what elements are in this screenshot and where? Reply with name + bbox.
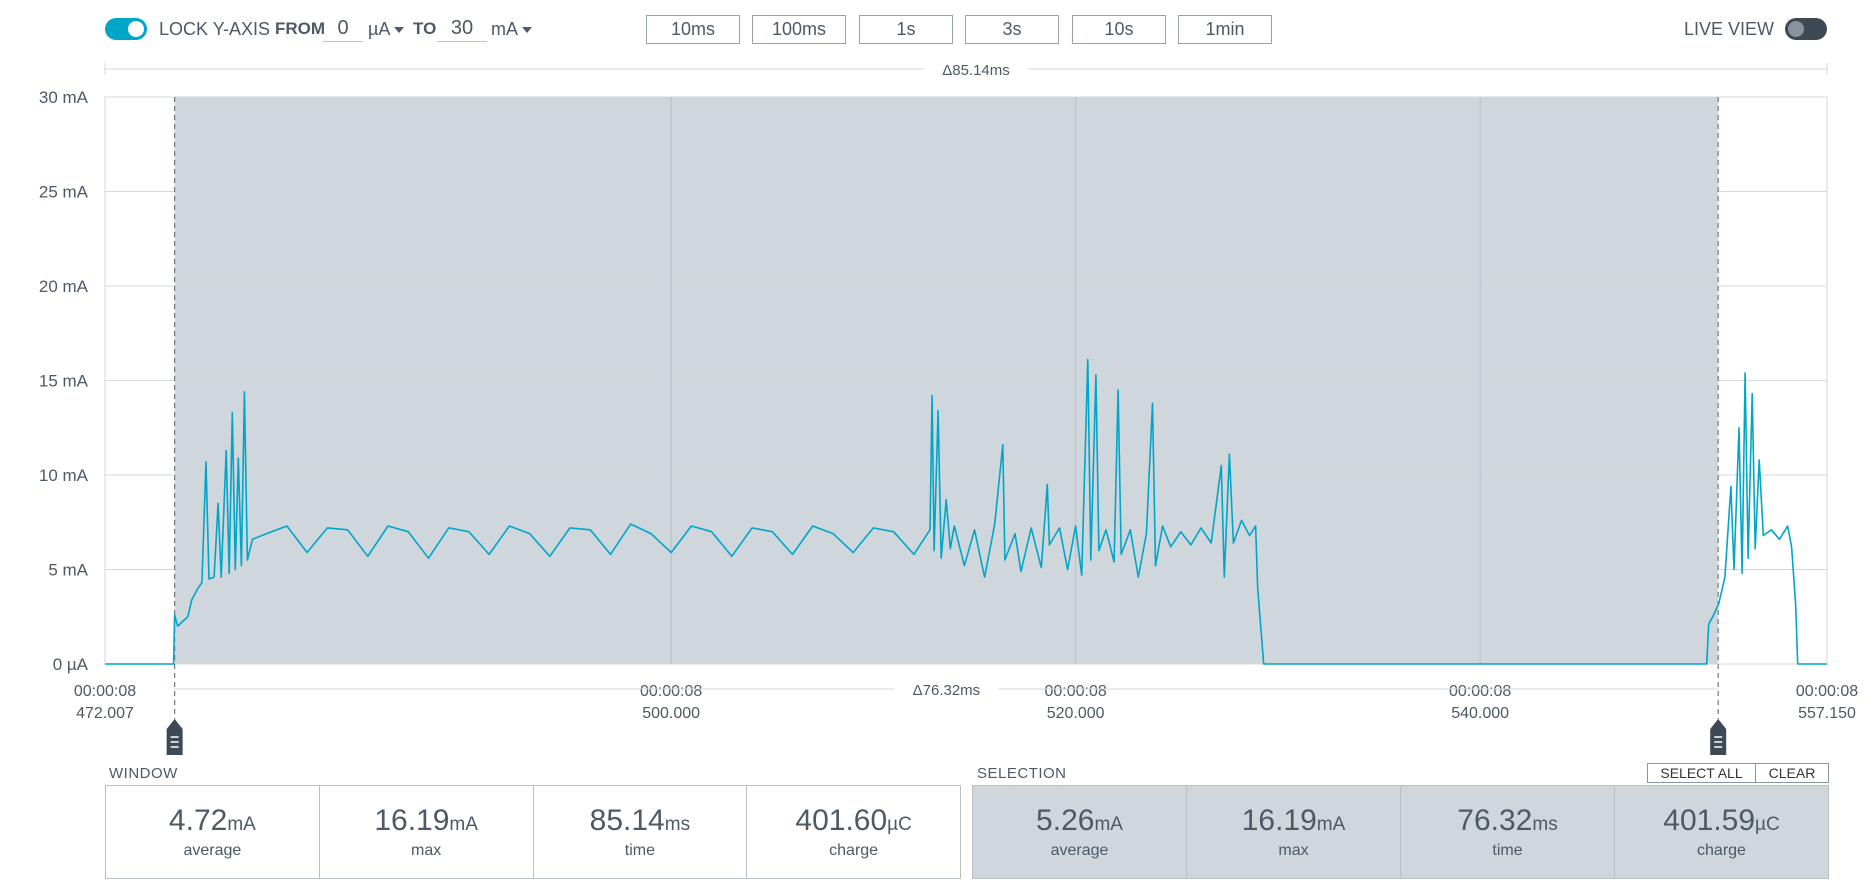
window-span-label: Δ85.14ms xyxy=(942,62,1010,79)
to-label: TO xyxy=(413,19,437,38)
chart-toolbar: LOCK Y-AXIS FROM 0 µA TO 30 mA 10ms 100m… xyxy=(0,0,1874,60)
selection-span-bg xyxy=(894,678,999,700)
selection-panel-label: SELECTION xyxy=(977,765,1067,782)
stat-caption: charge xyxy=(1697,842,1746,859)
stat-value: 5.26 xyxy=(1036,804,1095,837)
current-series-line xyxy=(105,358,1827,665)
yaxis-to-unit-select[interactable]: mA xyxy=(491,19,532,40)
stat-unit: mA xyxy=(227,814,256,835)
stat-caption: average xyxy=(183,842,242,859)
yaxis-to-input[interactable]: 30 xyxy=(437,15,487,42)
stat-value: 4.72 xyxy=(168,804,228,837)
window-average-stat: 4.72mA average xyxy=(105,785,320,879)
x-tick-label: 540.000 xyxy=(1451,705,1509,722)
stat-unit: mA xyxy=(449,814,478,835)
stat-caption: max xyxy=(1278,842,1309,859)
window-panel-label: WINDOW xyxy=(109,765,178,782)
y-tick-label: 0 µA xyxy=(53,655,89,674)
stat-caption: average xyxy=(1050,842,1109,859)
y-tick-label: 25 mA xyxy=(39,183,89,202)
selection-max-stat: 16.19mA max xyxy=(1187,785,1401,879)
y-tick-label: 15 mA xyxy=(39,372,89,391)
window-10ms-button[interactable]: 10ms xyxy=(646,15,740,44)
window-span-bg xyxy=(924,58,1028,80)
stat-caption: time xyxy=(624,842,655,859)
lock-yaxis-toggle[interactable] xyxy=(105,18,147,40)
yaxis-from-input[interactable]: 0 xyxy=(323,15,363,42)
window-10s-button[interactable]: 10s xyxy=(1072,15,1166,44)
window-stats-panel: 4.72mA average 16.19mA max 85.14ms time … xyxy=(105,785,961,879)
clear-button[interactable]: CLEAR xyxy=(1755,763,1829,783)
chevron-down-icon xyxy=(522,27,532,34)
selection-stats-panel: 5.26mA average 16.19mA max 76.32ms time … xyxy=(972,785,1829,879)
stat-unit: ms xyxy=(1532,814,1558,835)
x-tick-label: 00:00:08 xyxy=(640,683,702,700)
stat-caption: charge xyxy=(829,842,879,859)
stat-caption: time xyxy=(1492,842,1523,859)
live-view-toggle[interactable] xyxy=(1785,18,1827,40)
x-tick-label: 00:00:08 xyxy=(74,683,136,700)
toggle-knob xyxy=(128,21,144,37)
stat-value: 76.32 xyxy=(1457,804,1533,837)
y-tick-label: 30 mA xyxy=(39,88,89,107)
selection-average-stat: 5.26mA average xyxy=(972,785,1187,879)
x-tick-label: 500.000 xyxy=(642,705,700,722)
stat-unit: mA xyxy=(1094,814,1123,835)
window-3s-button[interactable]: 3s xyxy=(965,15,1059,44)
x-tick-label: 00:00:08 xyxy=(1045,683,1107,700)
stat-caption: max xyxy=(411,842,442,859)
window-charge-stat: 401.60µC charge xyxy=(747,785,961,879)
stat-unit: µC xyxy=(887,814,912,835)
stat-unit: ms xyxy=(664,814,691,835)
stat-unit: µC xyxy=(1755,814,1780,835)
window-1s-button[interactable]: 1s xyxy=(859,15,953,44)
x-tick-label: 520.000 xyxy=(1047,705,1105,722)
lock-yaxis-label: LOCK Y-AXIS xyxy=(159,19,271,39)
current-chart[interactable]: 0 µA 5 mA 10 mA 15 mA 20 mA 25 mA 30 mA 00:00:0… xyxy=(0,55,1874,760)
chevron-down-icon xyxy=(394,27,405,34)
live-view-label: LIVE VIEW xyxy=(1684,19,1775,39)
x-tick-label: 00:00:08 xyxy=(1796,683,1858,700)
toggle-knob xyxy=(1788,21,1804,37)
stat-unit: mA xyxy=(1316,814,1346,835)
select-all-button[interactable]: SELECT ALL xyxy=(1647,763,1756,783)
selection-time-stat: 76.32ms time xyxy=(1401,785,1615,879)
y-tick-label: 5 mA xyxy=(48,561,88,580)
x-tick-label: 557.150 xyxy=(1798,705,1856,722)
stat-value: 401.59 xyxy=(1663,804,1756,837)
window-time-stat: 85.14ms time xyxy=(533,785,748,879)
to-unit-text: mA xyxy=(491,19,518,39)
selection-charge-stat: 401.59µC charge xyxy=(1615,785,1829,879)
x-tick-label: 00:00:08 xyxy=(1449,683,1511,700)
window-100ms-button[interactable]: 100ms xyxy=(752,15,846,44)
selection-span-label: Δ76.32ms xyxy=(913,682,981,699)
stat-value: 16.19 xyxy=(374,804,450,837)
window-max-stat: 16.19mA max xyxy=(319,785,534,879)
from-unit-text: µA xyxy=(368,19,391,39)
x-tick-label: 472.007 xyxy=(76,705,134,722)
yaxis-from-unit-select[interactable]: µA xyxy=(368,19,405,40)
selection-handle[interactable] xyxy=(1710,719,1727,755)
y-tick-label: 10 mA xyxy=(39,466,89,485)
stat-value: 85.14 xyxy=(589,804,665,837)
selection-handle[interactable] xyxy=(166,719,183,755)
from-label: FROM xyxy=(275,19,326,38)
stat-value: 401.60 xyxy=(795,804,888,837)
stat-value: 16.19 xyxy=(1241,804,1317,837)
y-tick-label: 20 mA xyxy=(39,277,89,296)
window-1min-button[interactable]: 1min xyxy=(1178,15,1272,44)
